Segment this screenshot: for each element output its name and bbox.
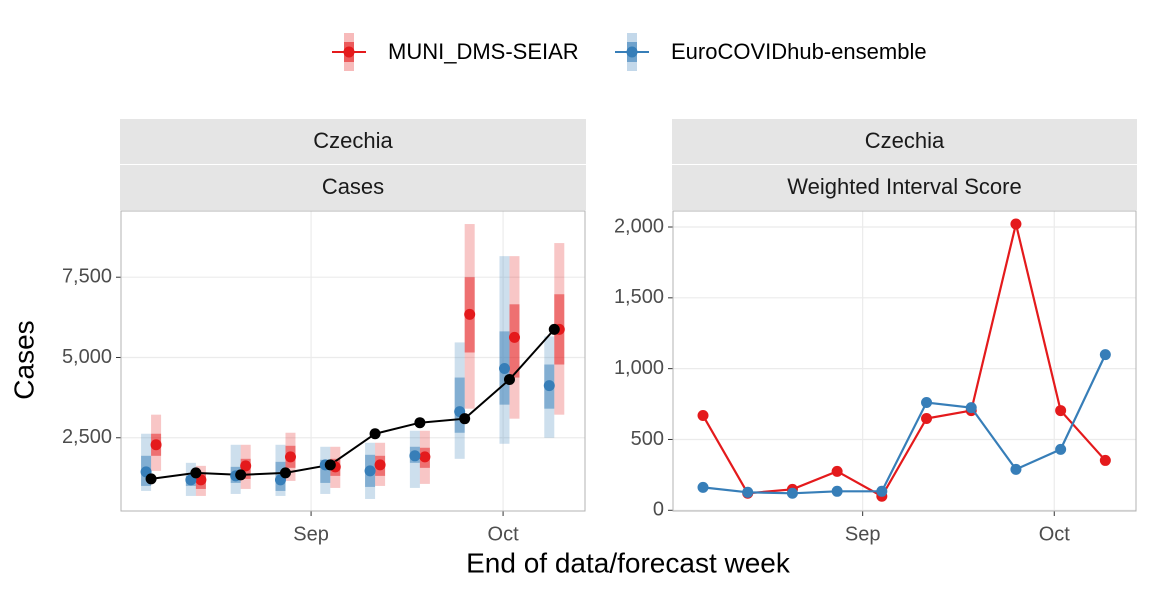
observed-point [235, 469, 247, 481]
y-tick-label: 7,500 [62, 265, 112, 287]
y-tick-label: 0 [653, 499, 664, 521]
point [831, 485, 843, 497]
point [786, 487, 798, 499]
y-tick-label: 500 [631, 428, 664, 450]
median-point [284, 451, 296, 463]
median-point [409, 450, 421, 462]
observed-point [503, 374, 515, 386]
point [876, 485, 888, 497]
observed-point [279, 467, 291, 479]
series-line [702, 354, 1107, 495]
legend-label: EuroCOVIDhub-ensemble [671, 39, 927, 64]
median-point [419, 451, 431, 463]
observed-point [190, 467, 202, 479]
observed-point [459, 413, 471, 425]
legend-point [343, 46, 355, 58]
point [1010, 218, 1022, 230]
observed-point [369, 428, 381, 440]
median-point [374, 459, 386, 471]
point [965, 402, 977, 414]
x-tick-label: Oct [1039, 523, 1071, 545]
y-tick-label: 1,000 [614, 357, 664, 379]
y-tick-label: 2,000 [614, 215, 664, 237]
median-point [543, 380, 555, 392]
strip-background [672, 165, 1137, 210]
observed-point [414, 417, 426, 429]
point [831, 465, 843, 477]
point [921, 413, 933, 425]
point [1099, 454, 1111, 466]
observed-line [150, 328, 556, 480]
point [742, 486, 754, 498]
median-point [364, 465, 376, 477]
strip-background [672, 119, 1137, 164]
panel-border [672, 210, 1137, 512]
point [697, 410, 709, 422]
strip-label: Weighted Interval Score [787, 174, 1021, 199]
point [1099, 349, 1111, 361]
panel-border [120, 210, 586, 512]
point [1055, 443, 1067, 455]
point [1055, 405, 1067, 417]
y-tick-label: 2,500 [62, 426, 112, 448]
observed-point [145, 473, 157, 485]
observed-point [548, 323, 560, 335]
strip-label: Czechia [313, 128, 393, 153]
x-tick-label: Sep [845, 523, 881, 545]
median-point [508, 331, 520, 343]
strip-background [120, 165, 586, 210]
x-tick-label: Sep [293, 523, 329, 545]
y-tick-label: 1,500 [614, 286, 664, 308]
median-point [150, 439, 162, 451]
x-tick-label: Oct [488, 523, 520, 545]
median-point [240, 460, 252, 472]
strip-label: Cases [322, 174, 384, 199]
interval-50 [320, 459, 331, 483]
series-line [702, 223, 1107, 498]
point [1010, 463, 1022, 475]
legend-point [626, 46, 638, 58]
interval-50 [454, 377, 465, 433]
point [921, 397, 933, 409]
strip-label: Czechia [865, 128, 945, 153]
median-point [498, 363, 510, 375]
observed-point [324, 459, 336, 471]
y-axis-title: Cases [8, 320, 39, 399]
legend-label: MUNI_DMS-SEIAR [388, 39, 579, 64]
y-tick-label: 5,000 [62, 346, 112, 368]
strip-background [120, 119, 586, 164]
median-point [464, 308, 476, 320]
x-axis-title: End of data/forecast week [466, 547, 791, 578]
point [697, 481, 709, 493]
